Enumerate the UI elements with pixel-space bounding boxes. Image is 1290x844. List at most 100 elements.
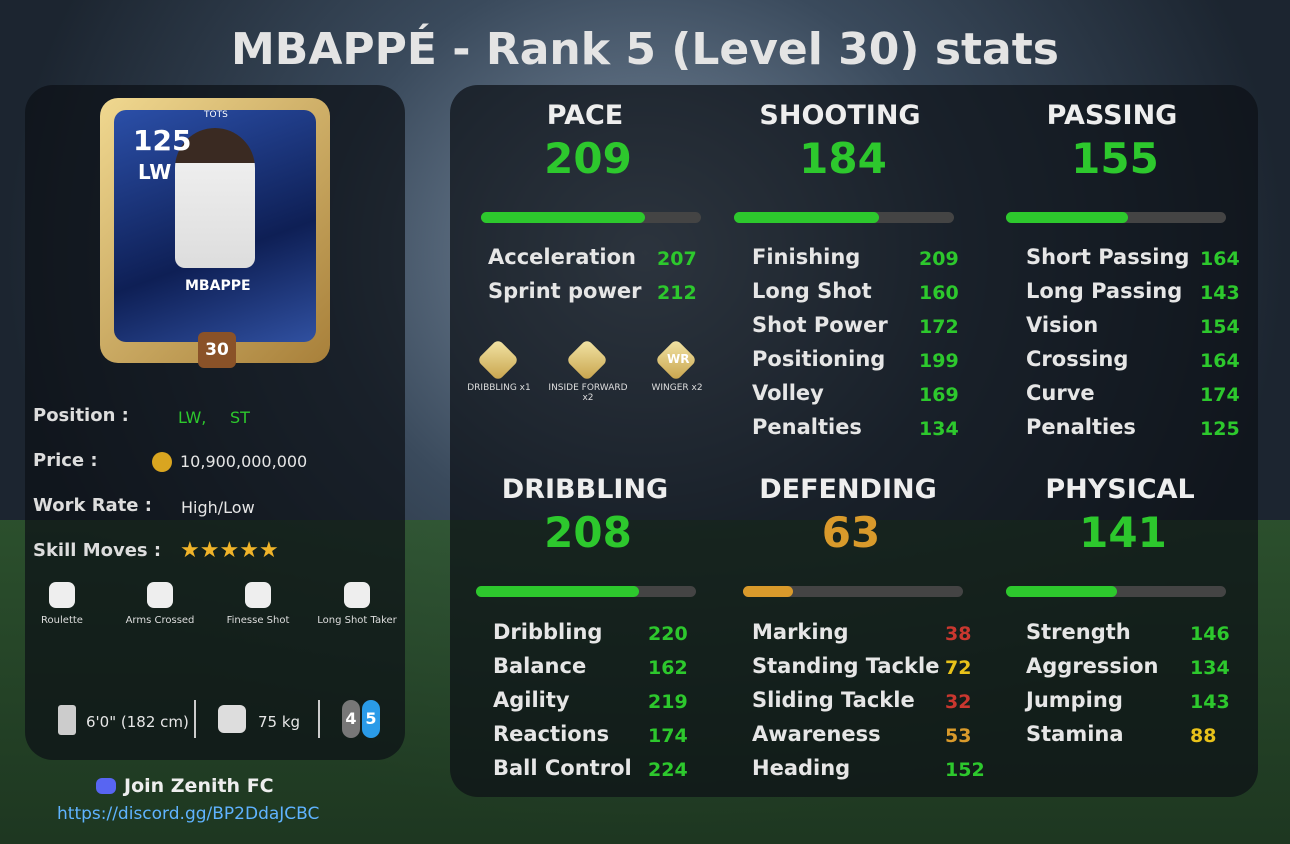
stat-name: Jumping	[1026, 688, 1123, 712]
stat-name: Strength	[1026, 620, 1131, 644]
stat-value: 172	[919, 316, 959, 338]
price-value: 10,900,000,000	[180, 452, 308, 471]
stat-name: Crossing	[1026, 347, 1129, 371]
stat-value: 154	[1200, 316, 1240, 338]
weight-icon	[218, 705, 246, 733]
stat-name: Positioning	[752, 347, 886, 371]
stat-name: Marking	[752, 620, 849, 644]
group-title: SHOOTING	[759, 100, 921, 131]
card-level: 30	[198, 332, 236, 368]
bar-fill	[1006, 212, 1128, 223]
playstyle-label: INSIDE FORWARD x2	[548, 383, 628, 403]
stat-name: Long Shot	[752, 279, 872, 303]
price-label: Price :	[33, 450, 98, 471]
star: ★	[258, 538, 279, 563]
divider	[318, 700, 320, 738]
player-image	[175, 128, 255, 268]
stat-value: 134	[919, 418, 959, 440]
weight: 75 kg	[258, 713, 301, 731]
stat-value: 169	[919, 384, 959, 406]
group-title: PHYSICAL	[1045, 474, 1195, 505]
skill-stars: ★★★★★	[180, 538, 279, 563]
group-title: PASSING	[1046, 100, 1178, 131]
stat-name: Balance	[493, 654, 587, 678]
stat-value: 146	[1190, 623, 1230, 645]
stat-value: 160	[919, 282, 959, 304]
stat-name: Vision	[1026, 313, 1099, 337]
trait-label: Roulette	[41, 615, 83, 626]
group-value: 209	[544, 134, 632, 183]
star: ★	[219, 538, 240, 563]
stat-name: Short Passing	[1026, 245, 1190, 269]
weak-foot: 4	[342, 700, 360, 738]
stat-value: 174	[648, 725, 688, 747]
group-value: 208	[544, 508, 632, 557]
skill-rating: 5	[362, 700, 380, 738]
trait-icon	[245, 582, 271, 608]
bar-fill	[734, 212, 879, 223]
stat-value: 32	[945, 691, 972, 713]
stat-name: Curve	[1026, 381, 1095, 405]
divider	[194, 700, 196, 738]
page-title: MBAPPÉ - Rank 5 (Level 30) stats	[231, 24, 1059, 75]
stat-value: 219	[648, 691, 688, 713]
work-rate-label: Work Rate :	[33, 495, 152, 516]
trait-icon	[344, 582, 370, 608]
stat-value: 53	[945, 725, 972, 747]
stat-name: Finishing	[752, 245, 861, 269]
stat-name: Long Passing	[1026, 279, 1183, 303]
trait-icon	[49, 582, 75, 608]
playstyle-label: DRIBBLING x1	[467, 383, 531, 393]
stat-value: 38	[945, 623, 972, 645]
stat-name: Agility	[493, 688, 570, 712]
stat-value: 162	[648, 657, 688, 679]
stat-name: Sprint power	[488, 279, 642, 303]
stat-name: Reactions	[493, 722, 610, 746]
stat-value: 207	[657, 248, 697, 270]
height: 6'0" (182 cm)	[86, 713, 189, 731]
stat-value: 174	[1200, 384, 1240, 406]
discord-link[interactable]: https://discord.gg/BP2DdaJCBC	[57, 804, 320, 824]
discord-icon	[96, 778, 116, 794]
stat-value: 72	[945, 657, 972, 679]
stat-name: Volley	[752, 381, 824, 405]
height-icon	[58, 705, 76, 735]
stat-name: Ball Control	[493, 756, 632, 780]
stat-value: 164	[1200, 248, 1240, 270]
bar-fill	[481, 212, 646, 223]
stat-name: Standing Tackle	[752, 654, 940, 678]
card-position: LW	[138, 160, 172, 184]
stat-name: Awareness	[752, 722, 881, 746]
group-value: 63	[821, 508, 881, 557]
stat-value: 125	[1200, 418, 1240, 440]
stat-value: 199	[919, 350, 959, 372]
stat-name: Penalties	[1026, 415, 1136, 439]
bar-fill	[1006, 586, 1117, 597]
trait-icon	[147, 582, 173, 608]
stat-value: 88	[1190, 725, 1217, 747]
stats-panel	[450, 85, 1258, 797]
playstyle-label: WINGER x2	[651, 383, 703, 393]
stat-name: Acceleration	[488, 245, 636, 269]
card-promo: TOTS	[204, 110, 228, 120]
position-value: ST	[230, 408, 250, 427]
stat-value: 143	[1190, 691, 1230, 713]
trait-label: Arms Crossed	[125, 615, 195, 626]
group-value: 155	[1071, 134, 1159, 183]
work-rate-value: High/Low	[181, 498, 255, 517]
stat-value: 152	[945, 759, 985, 781]
trait-label: Long Shot Taker	[317, 615, 397, 626]
position-label: Position :	[33, 405, 129, 426]
stat-value: 143	[1200, 282, 1240, 304]
stat-value: 209	[919, 248, 959, 270]
group-title: DRIBBLING	[501, 474, 669, 505]
stat-name: Shot Power	[752, 313, 888, 337]
star: ★	[199, 538, 220, 563]
card-name: MBAPPE	[185, 278, 251, 294]
group-value: 141	[1079, 508, 1167, 557]
bar-fill	[743, 586, 793, 597]
stat-name: Sliding Tackle	[752, 688, 915, 712]
stat-name: Penalties	[752, 415, 862, 439]
group-title: DEFENDING	[759, 474, 937, 505]
